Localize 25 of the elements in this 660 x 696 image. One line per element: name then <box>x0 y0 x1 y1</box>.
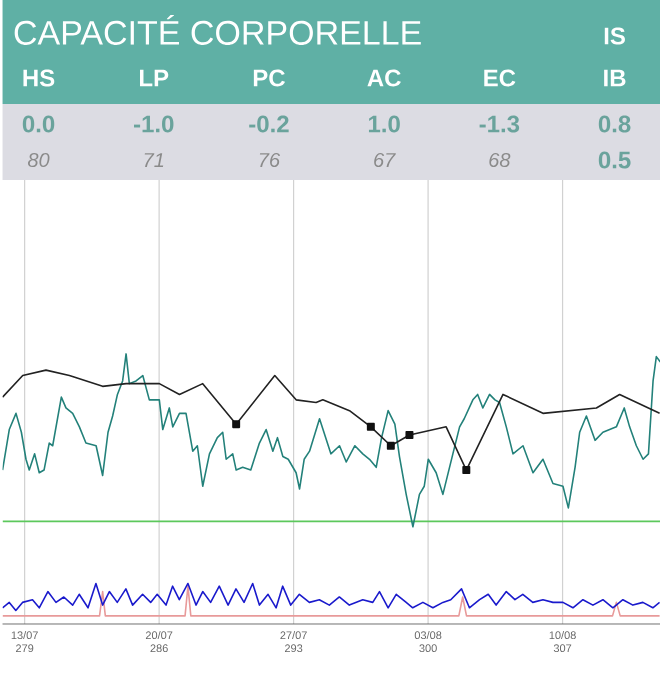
category-label: LP <box>139 69 168 87</box>
data-label: -1.3 <box>479 115 519 133</box>
data-label: 0.0 <box>22 115 54 133</box>
data-label: 80 <box>27 152 50 168</box>
data-label: 76 <box>259 152 280 168</box>
data-label: -1.0 <box>133 115 173 133</box>
data-label: 71 <box>144 153 163 167</box>
category-label: PC <box>253 69 285 87</box>
text: IS <box>604 27 625 45</box>
category-label: HS <box>23 69 54 87</box>
point <box>461 466 470 475</box>
data-label: 0.5 <box>598 151 631 169</box>
data-label: 0.8 <box>598 115 631 133</box>
text: CAPACITÉ CORPORELLE <box>14 15 421 45</box>
point <box>366 422 375 431</box>
data-label: 68 <box>488 152 510 168</box>
category-label: IB <box>603 69 625 87</box>
point <box>386 441 395 450</box>
category-label: AC <box>366 69 401 87</box>
point <box>405 430 413 439</box>
data-label: 1.0 <box>368 115 400 133</box>
data-label: -0.2 <box>248 115 289 133</box>
data-label: 67 <box>373 152 396 168</box>
category-label: EC <box>483 69 515 87</box>
point <box>231 420 240 429</box>
